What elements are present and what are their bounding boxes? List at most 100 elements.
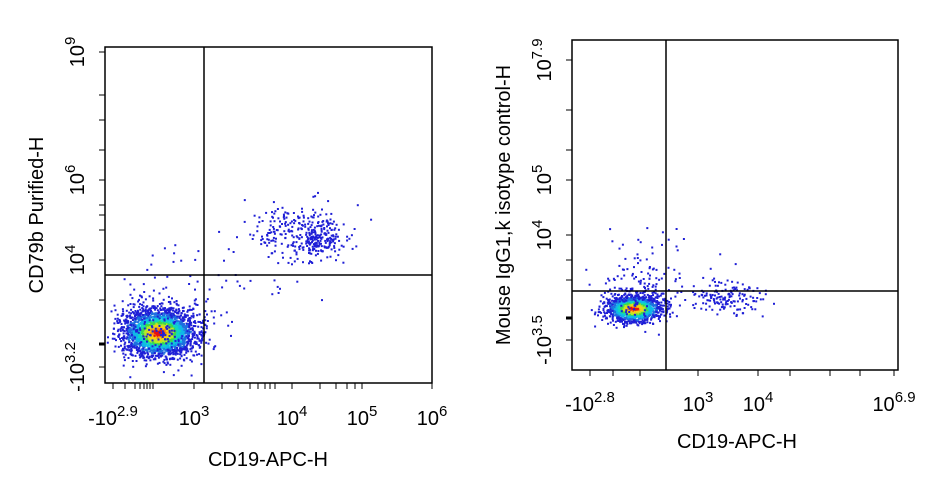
event-dot [253, 214, 256, 217]
event-dot [652, 297, 655, 300]
event-dot [136, 321, 139, 324]
event-dot [267, 232, 270, 234]
event-dot [146, 355, 149, 358]
event-dot [182, 309, 184, 312]
event-dot [184, 348, 187, 351]
event-dot [140, 338, 143, 341]
event-dot [174, 310, 177, 313]
event-dot [656, 297, 659, 299]
event-dot [149, 324, 152, 327]
event-dot [113, 337, 116, 340]
event-dot [175, 343, 178, 346]
event-dot [636, 253, 639, 256]
event-dot [636, 297, 639, 300]
event-dot [133, 342, 136, 345]
event-dot [643, 294, 646, 297]
event-dot [200, 341, 203, 344]
event-dot [163, 307, 166, 310]
event-dot [170, 316, 173, 319]
event-dot [612, 301, 615, 304]
event-dot [602, 307, 605, 310]
event-dot [268, 232, 271, 234]
event-dot [243, 287, 246, 290]
event-dot [165, 323, 168, 326]
event-dot [154, 344, 157, 347]
event-dot [608, 279, 611, 282]
event-dot [312, 208, 315, 211]
event-dot [635, 316, 638, 319]
event-dot [147, 357, 150, 360]
event-dot [144, 322, 147, 325]
event-dot [145, 317, 148, 319]
event-dot [230, 334, 232, 337]
event-dot [619, 302, 622, 305]
event-dot [621, 306, 624, 309]
event-dot [148, 320, 151, 323]
left-x-tick-label: 105 [347, 403, 378, 430]
event-dot [320, 245, 323, 248]
event-dot [658, 301, 661, 304]
event-dot [174, 349, 177, 352]
event-dot [143, 321, 146, 323]
event-dot [172, 353, 175, 356]
event-dot [174, 244, 177, 247]
event-dot [165, 310, 168, 313]
event-dot [191, 332, 194, 335]
event-dot [348, 237, 351, 240]
event-dot [194, 322, 197, 324]
event-dot [188, 340, 190, 343]
event-dot [649, 298, 652, 300]
event-dot [657, 314, 660, 317]
event-dot [295, 235, 298, 238]
event-dot [152, 307, 155, 310]
event-dot [146, 336, 149, 339]
event-dot [127, 304, 130, 307]
event-dot [634, 320, 637, 323]
event-dot [131, 354, 134, 357]
event-dot [132, 343, 135, 346]
event-dot [185, 322, 188, 325]
event-dot [142, 344, 144, 347]
event-dot [310, 232, 313, 235]
event-dot [169, 333, 172, 336]
event-dot [627, 316, 630, 319]
event-dot [640, 320, 642, 323]
event-dot [271, 215, 274, 218]
event-dot [134, 324, 137, 327]
event-dot [153, 342, 156, 345]
event-dot [615, 326, 618, 329]
event-dot [629, 293, 632, 296]
event-dot [266, 244, 269, 247]
event-dot [652, 314, 655, 317]
event-dot [150, 316, 153, 319]
event-dot [291, 263, 293, 266]
event-dot [326, 229, 329, 232]
event-dot [320, 259, 323, 262]
event-dot [635, 292, 638, 295]
event-dot [122, 339, 125, 342]
event-dot [172, 312, 175, 315]
event-dot [641, 312, 644, 314]
event-dot [304, 223, 307, 226]
event-dot [334, 250, 337, 253]
event-dot [190, 308, 193, 311]
event-dot [274, 244, 277, 247]
event-dot [735, 313, 738, 316]
event-dot [210, 310, 213, 313]
event-dot [650, 308, 653, 311]
event-dot [170, 346, 173, 349]
event-dot [585, 268, 588, 271]
event-dot [271, 293, 274, 296]
event-dot [661, 304, 664, 307]
event-dot [641, 298, 644, 301]
event-dot [156, 348, 159, 351]
event-dot [135, 329, 137, 332]
event-dot [655, 313, 658, 316]
event-dot [327, 237, 329, 240]
event-dot [648, 299, 651, 302]
event-dot [649, 274, 651, 277]
event-dot [320, 233, 323, 236]
event-dot [160, 305, 163, 308]
event-dot [318, 241, 321, 244]
event-dot [659, 294, 662, 297]
